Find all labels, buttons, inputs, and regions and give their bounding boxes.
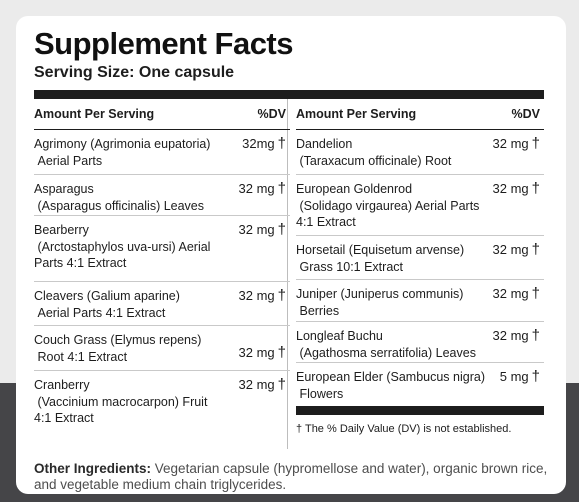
ingredient-name: Juniper (Juniperus communis) Berries — [296, 287, 464, 318]
table-row: Dandelion (Taraxacum officinale) Root 32… — [296, 130, 544, 175]
ingredient-amount: 32 mg † — [492, 135, 540, 152]
other-ingredients: Other Ingredients: Vegetarian capsule (h… — [34, 461, 554, 493]
right-column: Amount Per Serving %DV Dandelion (Taraxa… — [296, 99, 544, 407]
ingredient-name: European Goldenrod (Solidago virgaurea) … — [296, 182, 480, 229]
ingredient-name: Cranberry (Vaccinium macrocarpon) Fruit … — [34, 378, 208, 425]
ingredient-amount: 32 mg † — [238, 344, 286, 361]
dv-header: %DV — [257, 107, 286, 121]
serving-size: Serving Size: One capsule — [34, 64, 235, 81]
ingredient-name: Couch Grass (Elymus repens) Root 4:1 Ext… — [34, 333, 202, 364]
table-row: Cranberry (Vaccinium macrocarpon) Fruit … — [34, 371, 290, 431]
ingredient-amount: 5 mg † — [499, 368, 540, 385]
amount-header: Amount Per Serving — [34, 107, 155, 121]
dv-footnote: † The % Daily Value (DV) is not establis… — [296, 423, 512, 435]
ingredient-amount: 32 mg † — [492, 241, 540, 258]
amount-header: Amount Per Serving — [296, 107, 417, 121]
ingredient-amount: 32 mg † — [238, 287, 286, 304]
bottom-rule — [296, 406, 544, 415]
table-row: European Goldenrod (Solidago virgaurea) … — [296, 175, 544, 236]
ingredient-amount: 32 mg † — [492, 285, 540, 302]
ingredient-name: Cleavers (Galium aparine) Aerial Parts 4… — [34, 289, 180, 320]
panel-title: Supplement Facts — [34, 26, 294, 61]
ingredient-name: Agrimony (Agrimonia eupatoria) Aerial Pa… — [34, 137, 211, 168]
ingredient-name: Longleaf Buchu (Agathosma serratifolia) … — [296, 329, 476, 360]
right-header: Amount Per Serving %DV — [296, 99, 544, 130]
table-row: Cleavers (Galium aparine) Aerial Parts 4… — [34, 282, 290, 326]
ingredient-name: Horsetail (Equisetum arvense) Grass 10:1… — [296, 243, 465, 274]
table-row: Asparagus (Asparagus officinalis) Leaves… — [34, 175, 290, 216]
other-ingredients-label: Other Ingredients: — [34, 461, 152, 476]
dv-header: %DV — [511, 107, 540, 121]
table-row: Juniper (Juniperus communis) Berries 32 … — [296, 280, 544, 322]
table-row: Agrimony (Agrimonia eupatoria) Aerial Pa… — [34, 130, 290, 175]
ingredient-amount: 32 mg † — [238, 180, 286, 197]
ingredient-amount: 32 mg † — [492, 180, 540, 197]
ingredient-amount: 32mg † — [242, 135, 286, 152]
table-row: Bearberry (Arctostaphylos uva-ursi) Aeri… — [34, 216, 290, 282]
other-ingredients-text: Vegetarian capsule (hypromellose and wat… — [34, 461, 548, 492]
table-row: Longleaf Buchu (Agathosma serratifolia) … — [296, 322, 544, 363]
table-row: European Elder (Sambucus nigra) Flowers … — [296, 363, 544, 407]
top-rule — [34, 90, 544, 99]
ingredient-name: Asparagus (Asparagus officinalis) Leaves — [34, 182, 205, 213]
ingredient-name: Bearberry (Arctostaphylos uva-ursi) Aeri… — [34, 223, 211, 270]
table-row: Couch Grass (Elymus repens) Root 4:1 Ext… — [34, 326, 290, 371]
table-row: Horsetail (Equisetum arvense) Grass 10:1… — [296, 236, 544, 280]
supplement-facts-panel: Supplement Facts Serving Size: One capsu… — [16, 16, 566, 494]
left-header: Amount Per Serving %DV — [34, 99, 290, 130]
ingredient-name: Dandelion (Taraxacum officinale) Root — [296, 137, 452, 168]
ingredient-amount: 32 mg † — [492, 327, 540, 344]
ingredient-amount: 32 mg † — [238, 376, 286, 393]
left-column: Amount Per Serving %DV Agrimony (Agrimon… — [34, 99, 290, 431]
ingredient-name: European Elder (Sambucus nigra) Flowers — [296, 370, 485, 401]
ingredient-amount: 32 mg † — [238, 221, 286, 238]
column-divider — [287, 99, 288, 449]
